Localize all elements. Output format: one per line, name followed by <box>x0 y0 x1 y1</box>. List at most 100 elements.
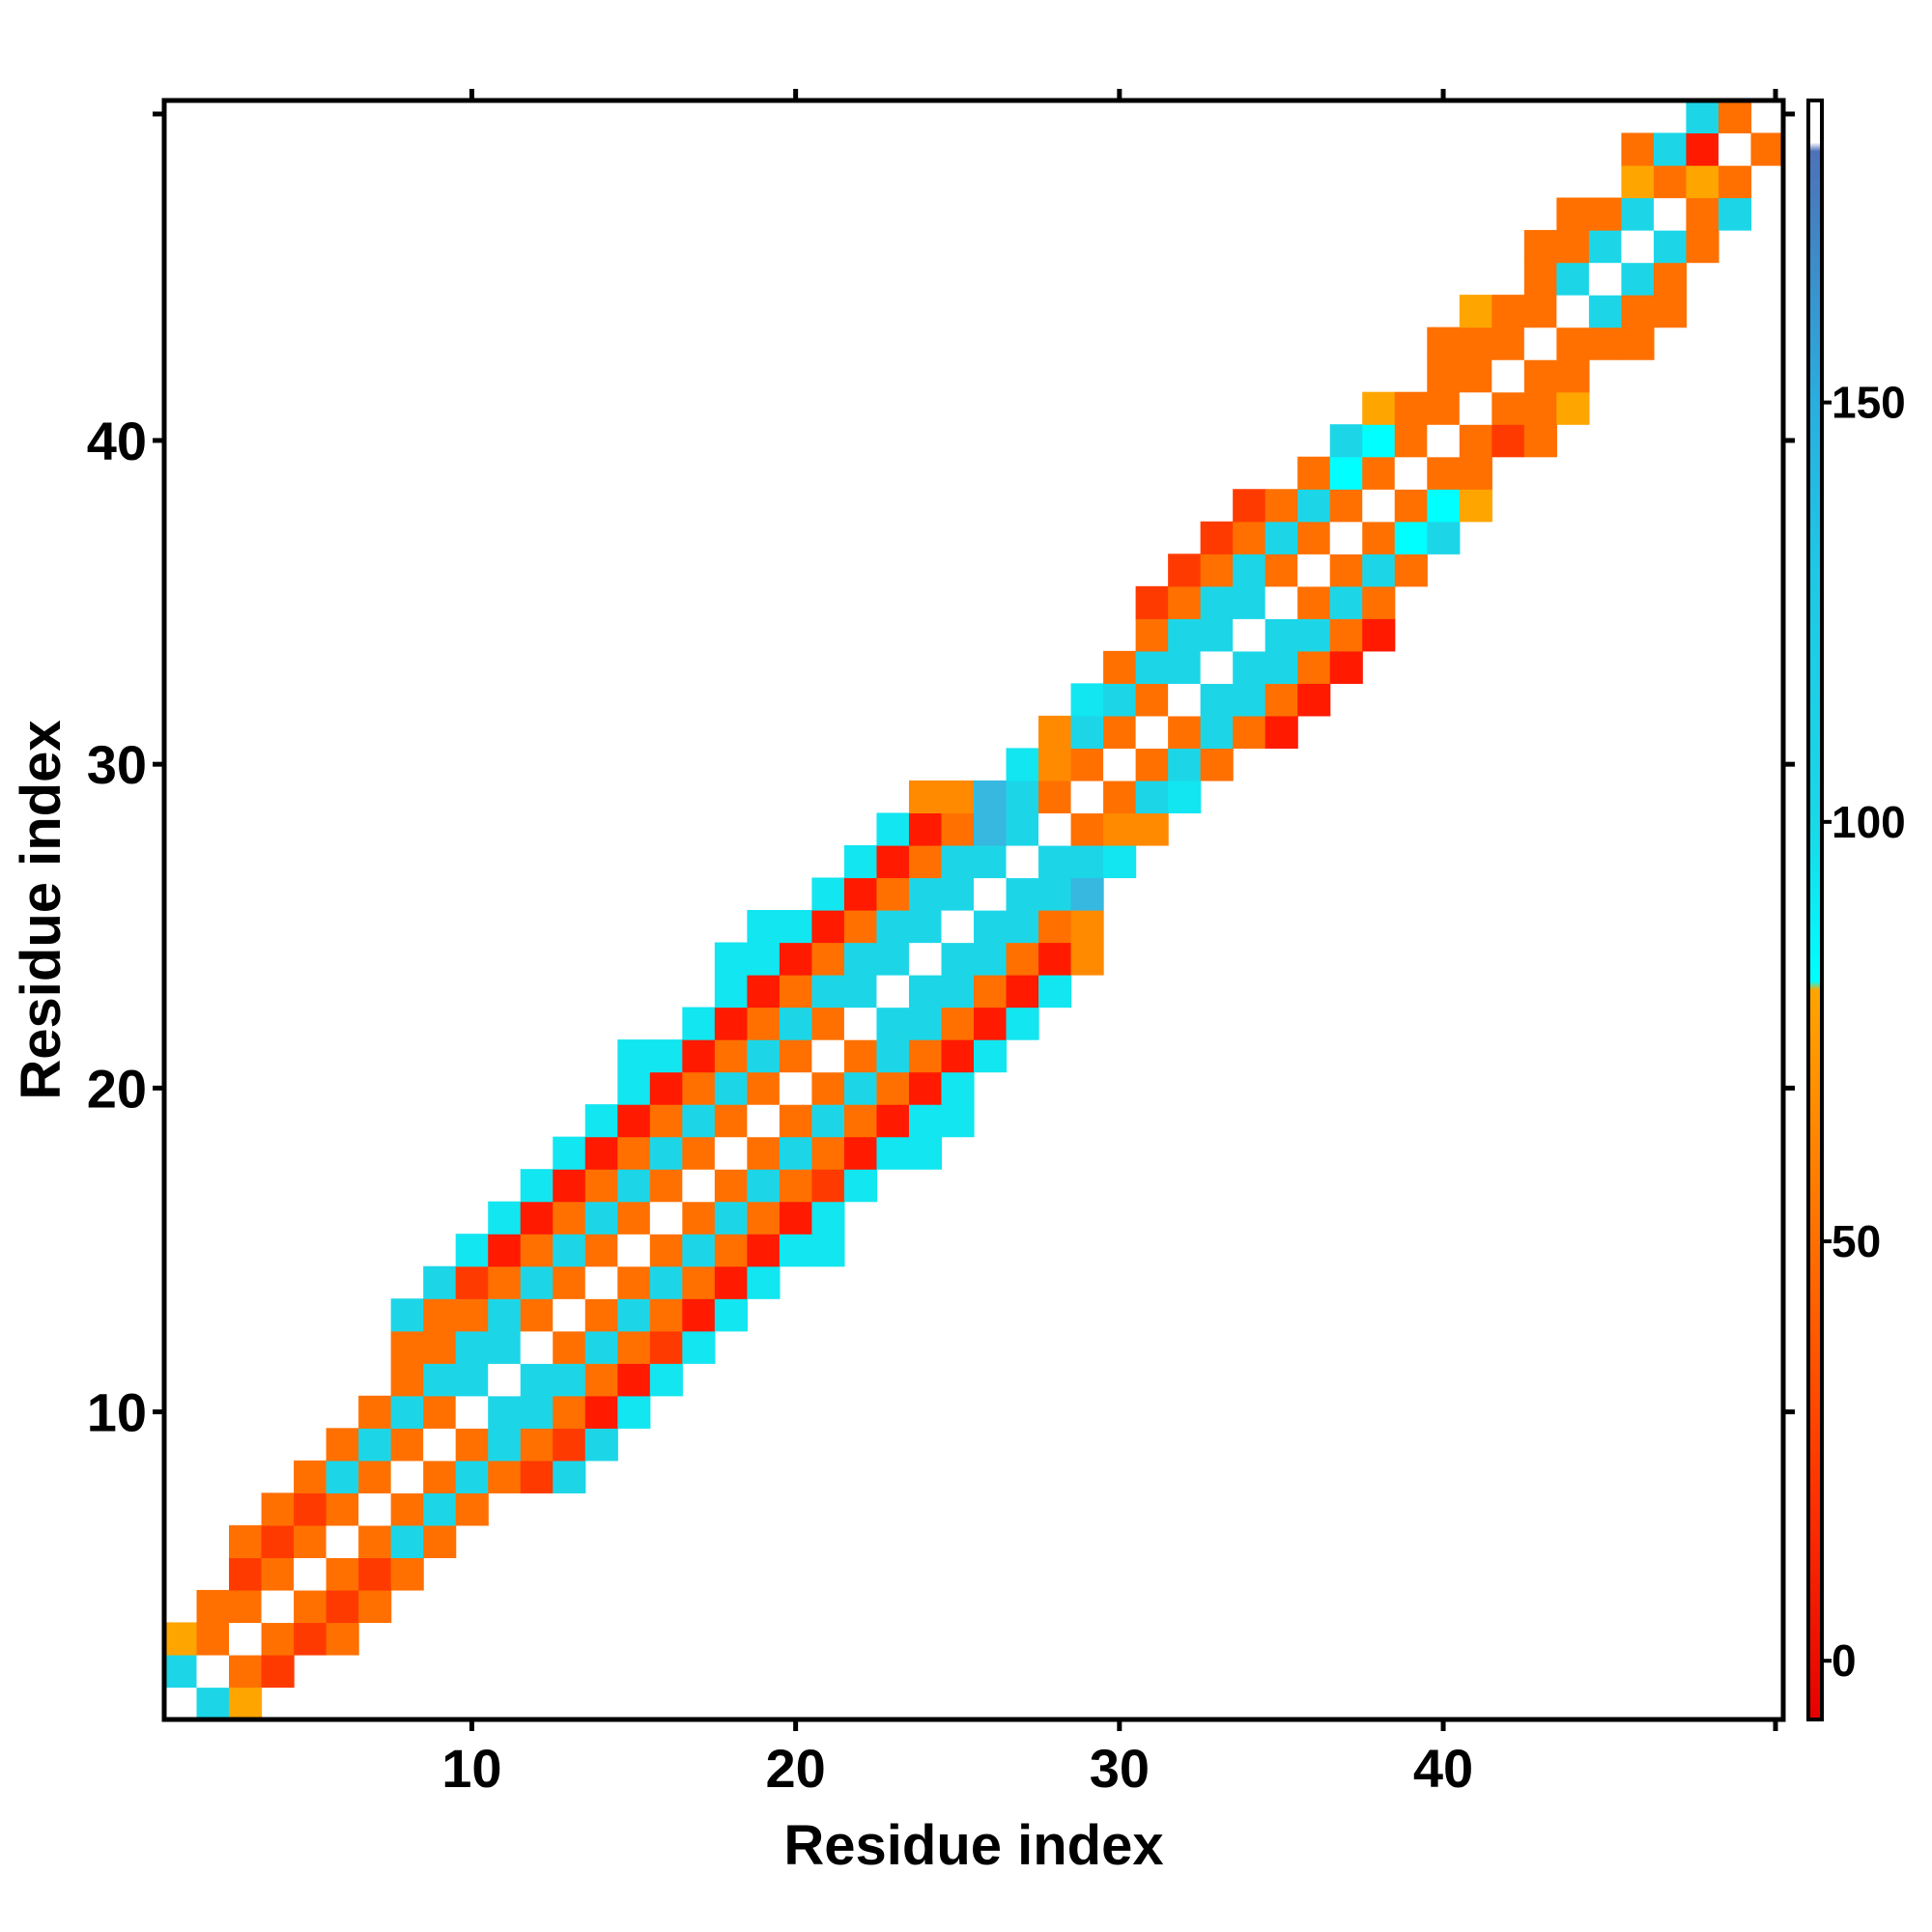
heatmap-cell <box>747 1265 781 1299</box>
heatmap-cell <box>649 1234 683 1267</box>
heatmap-cell <box>747 1071 781 1105</box>
heatmap-cell <box>1621 327 1655 360</box>
heatmap-cell <box>1070 942 1104 976</box>
heatmap-cell <box>1233 521 1266 554</box>
heatmap-cell <box>747 1169 781 1203</box>
heatmap-cell <box>390 1492 424 1526</box>
heatmap-cell <box>261 1557 295 1591</box>
heatmap-cell <box>1621 197 1655 231</box>
heatmap-cell <box>1070 683 1104 717</box>
heatmap-cell <box>1459 295 1492 328</box>
heatmap-cell <box>1362 456 1396 490</box>
heatmap-cell <box>553 1265 586 1299</box>
heatmap-cell <box>1621 230 1655 264</box>
heatmap-cell <box>617 1104 651 1138</box>
heatmap-cell <box>1329 650 1363 684</box>
heatmap-cell <box>1200 585 1234 619</box>
heatmap-cell <box>488 1234 522 1267</box>
heatmap-cell <box>617 1071 651 1105</box>
heatmap-cell <box>1168 650 1202 684</box>
heatmap-cell <box>1459 456 1492 490</box>
heatmap-cell <box>584 1395 618 1429</box>
heatmap-cell <box>229 1557 263 1591</box>
y-tick-label: 20 <box>87 1058 147 1119</box>
heatmap-cell <box>294 1589 327 1624</box>
heatmap-cell <box>876 1104 910 1138</box>
heatmap-cell <box>390 1363 424 1397</box>
heatmap-cell <box>423 1363 457 1397</box>
heatmap-cell <box>261 1524 295 1558</box>
heatmap-cell <box>1362 618 1396 652</box>
heatmap-cell <box>455 1492 489 1526</box>
heatmap-cell <box>1653 230 1688 264</box>
x-axis-title: Residue index <box>783 1814 1163 1877</box>
heatmap-cell <box>1103 650 1137 684</box>
heatmap-cell <box>811 1104 845 1138</box>
heatmap-cell <box>811 877 845 911</box>
colorbar-segment <box>1808 989 1822 1242</box>
heatmap-cell <box>423 1395 457 1429</box>
heatmap-cell <box>1718 197 1752 231</box>
heatmap-cell <box>1329 424 1363 458</box>
heatmap-cell <box>617 1169 651 1203</box>
heatmap-cell <box>1200 683 1234 717</box>
heatmap-cell <box>1459 424 1492 458</box>
heatmap-cell <box>1459 327 1492 360</box>
heatmap-cell <box>294 1557 327 1591</box>
heatmap-cell <box>941 942 975 976</box>
heatmap-cell <box>488 1330 522 1364</box>
heatmap-cell <box>1038 942 1072 976</box>
heatmap-cell <box>941 844 975 879</box>
heatmap-cell <box>682 1007 716 1040</box>
heatmap-cell <box>682 1234 716 1267</box>
heatmap-cell <box>974 975 1008 1009</box>
heatmap-cell <box>747 1136 781 1170</box>
heatmap-cell <box>584 1201 618 1235</box>
heatmap-cell <box>779 942 812 976</box>
heatmap-cell <box>1006 877 1039 911</box>
heatmap-cell <box>682 1104 716 1138</box>
colorbar-segment <box>1808 821 1822 982</box>
heatmap-cell <box>229 1654 263 1689</box>
colorbar-tick-label: 50 <box>1832 1216 1881 1266</box>
heatmap-cell <box>326 1524 359 1558</box>
heatmap-cell <box>1459 359 1492 393</box>
heatmap-cell <box>423 1524 457 1558</box>
heatmap-cell <box>1329 618 1363 652</box>
heatmap-cell <box>843 1071 878 1105</box>
heatmap-cell <box>1006 748 1039 781</box>
heatmap-cell <box>617 1363 651 1397</box>
heatmap-cell <box>908 1007 943 1040</box>
heatmap-cell <box>390 1428 424 1462</box>
heatmap-cell <box>390 1524 424 1558</box>
heatmap-cell <box>1621 165 1655 199</box>
heatmap-cell <box>779 1169 812 1203</box>
heatmap-cell <box>843 1039 878 1073</box>
heatmap-cell <box>1588 295 1622 328</box>
heatmap-cell <box>294 1492 327 1526</box>
heatmap-cell <box>1038 715 1072 749</box>
heatmap-cell <box>617 1136 651 1170</box>
heatmap-cell <box>358 1395 392 1429</box>
heatmap-cell <box>1038 910 1072 944</box>
heatmap-cell <box>358 1524 392 1558</box>
heatmap-cell <box>682 1265 716 1299</box>
heatmap-cell <box>779 975 812 1009</box>
heatmap-cell <box>423 1265 457 1299</box>
heatmap-cell <box>390 1557 424 1591</box>
heatmap-cell <box>390 1298 424 1332</box>
axis-ticks: 10 20 30 40 10 20 30 40 <box>87 89 1795 1799</box>
heatmap-cell <box>1233 683 1266 717</box>
heatmap-cell <box>1653 295 1688 328</box>
heatmap-cell <box>164 1622 198 1656</box>
heatmap-cell <box>1394 521 1428 554</box>
heatmap-cell <box>617 1265 651 1299</box>
heatmap-cell <box>1297 489 1331 523</box>
heatmap-cell <box>908 844 943 879</box>
heatmap-cell <box>1523 230 1557 264</box>
heatmap-cell <box>1362 391 1396 425</box>
heatmap-cell <box>876 910 910 944</box>
heatmap-cell <box>488 1460 522 1493</box>
colorbar-segment <box>1808 1241 1822 1494</box>
heatmap-cell <box>1103 812 1137 846</box>
